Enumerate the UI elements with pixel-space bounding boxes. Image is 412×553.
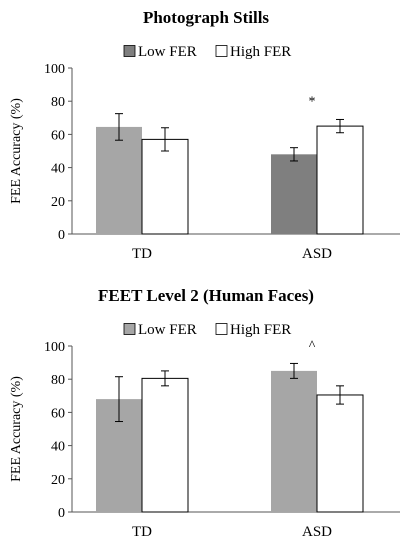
bar xyxy=(271,154,317,234)
bar xyxy=(316,125,364,235)
significance-marker: ^ xyxy=(309,338,316,353)
y-axis-label: FEE Accuracy (%) xyxy=(9,376,24,482)
y-tick-label: 20 xyxy=(51,195,65,210)
legend-swatch xyxy=(215,45,228,57)
legend-swatch xyxy=(215,323,228,335)
y-tick-label: 0 xyxy=(58,228,65,243)
legend: Low FER High FER xyxy=(123,322,291,338)
legend-label: Low FER xyxy=(138,44,197,60)
error-bar xyxy=(290,362,298,379)
significance-marker: * xyxy=(309,94,316,109)
y-tick-label: 60 xyxy=(51,406,65,421)
legend-label: High FER xyxy=(230,322,291,338)
y-tick-label: 80 xyxy=(51,373,65,388)
legend: Low FER High FER xyxy=(123,44,291,60)
y-tick-label: 0 xyxy=(58,506,65,521)
y-tick-label: 40 xyxy=(51,162,65,177)
error-bar xyxy=(336,385,344,405)
y-tick-label: 20 xyxy=(51,473,65,488)
legend-item: Low FER xyxy=(123,322,197,338)
y-tick-label: 40 xyxy=(51,440,65,455)
error-bar xyxy=(115,376,123,423)
legend-item: High FER xyxy=(215,44,291,60)
error-bar xyxy=(290,147,298,162)
y-tick-label: 100 xyxy=(44,62,65,77)
error-bar xyxy=(115,113,123,141)
bar xyxy=(316,394,364,513)
legend-item: Low FER xyxy=(123,44,197,60)
bar xyxy=(271,370,317,512)
y-tick-label: 100 xyxy=(44,340,65,355)
bar-chart-photograph-stills: Low FER High FER FEE Accuracy (%) 0 20 40 60 80… xyxy=(9,44,400,262)
y-axis-label: FEE Accuracy (%) xyxy=(9,98,24,204)
legend-swatch xyxy=(123,45,136,57)
x-tick-label: TD xyxy=(132,246,152,262)
error-bar xyxy=(336,118,344,134)
legend-item: High FER xyxy=(215,322,291,338)
x-tick-label: ASD xyxy=(302,246,332,262)
error-bar xyxy=(161,370,169,387)
chart-panel-photograph-stills: Photograph Stills Low FER High FER FEE Acc… xyxy=(0,0,412,276)
error-bar xyxy=(161,127,169,152)
bar-chart-feet-level-2: Low FER High FER FEE Accuracy (%) 0 20 40 60 80… xyxy=(9,322,400,540)
chart-title: FEET Level 2 (Human Faces) xyxy=(98,286,314,305)
chart-title: Photograph Stills xyxy=(142,8,270,27)
x-tick-label: ASD xyxy=(302,524,332,540)
y-tick-label: 80 xyxy=(51,95,65,110)
bar xyxy=(141,138,189,235)
legend-label: Low FER xyxy=(138,322,197,338)
bar xyxy=(141,377,189,513)
legend-label: High FER xyxy=(230,44,291,60)
bar xyxy=(96,126,142,234)
legend-swatch xyxy=(123,323,136,335)
chart-panel-feet-level-2: FEET Level 2 (Human Faces) Low FER High F… xyxy=(0,278,412,553)
x-tick-label: TD xyxy=(132,524,152,540)
y-tick-label: 60 xyxy=(51,128,65,143)
